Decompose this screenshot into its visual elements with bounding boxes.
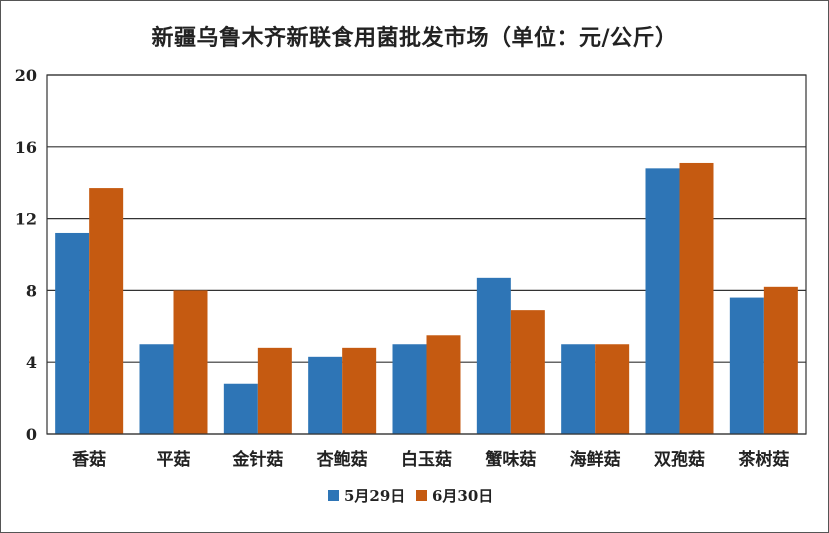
- bar-series2: [510, 310, 545, 434]
- bar-series1: [561, 344, 596, 434]
- x-category-label: 金针菇: [231, 449, 283, 470]
- plot-area-border: [46, 74, 807, 435]
- y-tick-label: 0: [26, 425, 37, 444]
- x-category-label: 香菇: [72, 449, 106, 470]
- bar-series1: [223, 383, 258, 434]
- bar-series1: [476, 277, 511, 434]
- x-category-label: 杏鲍菇: [317, 449, 368, 470]
- chart-title: 新疆乌鲁木齐新联食用菌批发市场（单位：元/公斤）: [151, 25, 678, 51]
- legend-swatch: [328, 490, 339, 501]
- bar-series1: [729, 297, 764, 434]
- y-tick-label: 4: [26, 353, 37, 372]
- y-tick-labels: 0 4 8 12 16 20: [15, 66, 37, 444]
- bar-series1: [392, 344, 427, 434]
- x-category-label: 茶树菇: [738, 449, 789, 470]
- bars: [55, 162, 798, 434]
- x-category-label: 平菇: [157, 449, 191, 470]
- legend-label: 5月29日: [344, 487, 405, 505]
- axes: [46, 74, 807, 435]
- legend-label: 6月30日: [432, 487, 493, 505]
- bar-series2: [595, 344, 630, 434]
- bar-series1: [645, 168, 680, 434]
- x-category-label: 蟹味菇: [485, 449, 536, 470]
- bar-series2: [89, 188, 124, 434]
- y-tick-label: 12: [15, 210, 37, 229]
- legend[interactable]: 5月29日 6月30日: [328, 487, 493, 505]
- bar-series1: [139, 344, 174, 434]
- bar-series2: [257, 347, 292, 434]
- y-tick-label: 8: [26, 281, 37, 300]
- y-tick-label: 16: [15, 138, 37, 157]
- x-category-label: 白玉菇: [401, 449, 452, 470]
- y-tick-label: 20: [15, 66, 37, 85]
- bar-series1: [308, 356, 343, 434]
- legend-swatch: [416, 490, 427, 501]
- x-category-labels: 香菇 平菇 金针菇 杏鲍菇 白玉菇 蟹味菇 海鲜菇 双孢菇 茶树菇: [72, 449, 789, 470]
- bar-series2: [173, 290, 208, 434]
- x-category-label: 双孢菇: [654, 449, 705, 470]
- bar-series2: [763, 286, 798, 434]
- x-category-label: 海鲜菇: [570, 449, 621, 470]
- bar-series2: [342, 347, 377, 434]
- bar-series2: [679, 162, 714, 434]
- bar-series1: [55, 232, 90, 434]
- bar-series2: [426, 335, 461, 434]
